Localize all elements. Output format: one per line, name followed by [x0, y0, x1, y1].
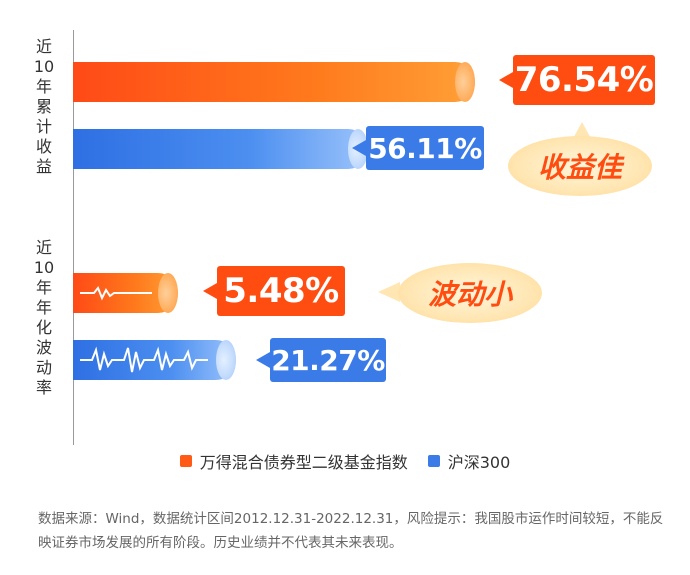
- bar-csi300-return: [73, 129, 368, 169]
- wave-low-volatility-icon: [80, 286, 152, 301]
- bar-csi300-volatility: [73, 340, 236, 380]
- legend-item-csi300: 沪深300: [427, 449, 511, 473]
- badge-low-volatility: 波动小: [398, 263, 542, 323]
- value-label-bond-index-return: 76.54%: [499, 55, 655, 105]
- legend-label-bond-index: 万得混合债券型二级基金指数: [199, 453, 408, 472]
- badge-good-return: 收益佳: [508, 136, 652, 196]
- chart-legend: 万得混合债券型二级基金指数 沪深300: [0, 449, 690, 473]
- bar-bond-index-return: [73, 62, 475, 102]
- group-label-annualized-volatility: 近 10 年 年 化 波 动 率: [33, 238, 55, 397]
- legend-swatch-blue: [427, 455, 440, 467]
- wave-high-volatility-icon: [80, 346, 208, 373]
- value-label-csi300-return: 56.11%: [352, 126, 484, 170]
- legend-swatch-orange: [179, 455, 192, 467]
- value-label-bond-index-volatility: 5.48%: [203, 266, 345, 316]
- chart-axis-line: [73, 30, 74, 445]
- legend-label-csi300: 沪深300: [447, 453, 511, 472]
- legend-item-bond-index: 万得混合债券型二级基金指数: [179, 449, 408, 473]
- badge-tail-low-volatility: [378, 282, 400, 302]
- data-source-footnote: 数据来源：Wind，数据统计区间2012.12.31-2022.12.31，风险…: [38, 511, 664, 551]
- group-label-cumulative-return: 近 10 年 累 计 收 益: [33, 37, 55, 176]
- value-label-csi300-volatility: 21.27%: [256, 338, 386, 382]
